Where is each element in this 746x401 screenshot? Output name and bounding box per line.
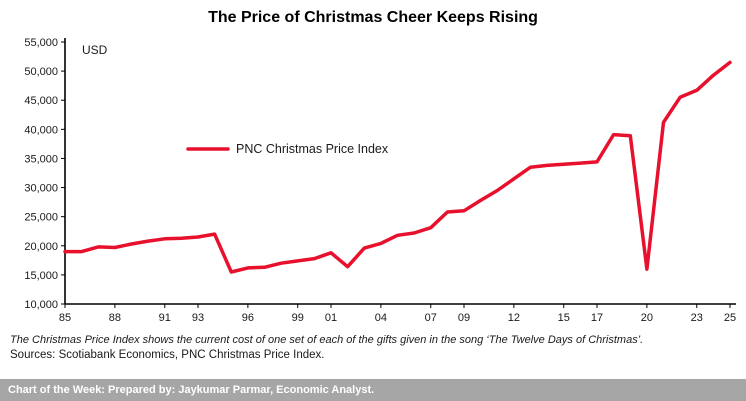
- x-axis-tick-label: 15: [558, 312, 570, 324]
- chart-title: The Price of Christmas Cheer Keeps Risin…: [208, 9, 538, 26]
- x-axis-tick-label: 07: [425, 312, 437, 324]
- x-axis-tick-label: 93: [192, 312, 204, 324]
- legend-label: PNC Christmas Price Index: [236, 142, 389, 156]
- x-axis-tick-label: 88: [109, 312, 121, 324]
- x-axis-tick-label: 96: [242, 312, 254, 324]
- x-axis-tick-label: 09: [458, 312, 470, 324]
- y-axis-unit-label: USD: [82, 43, 108, 57]
- y-axis-tick-label: 35,000: [24, 153, 58, 165]
- footer-text: Chart of the Week: Prepared by: Jaykumar…: [8, 384, 375, 396]
- footer-bar: Chart of the Week: Prepared by: Jaykumar…: [0, 379, 746, 401]
- x-axis-tick-label: 20: [641, 312, 653, 324]
- x-axis-tick-label: 04: [375, 312, 387, 324]
- x-axis-tick-label: 99: [292, 312, 304, 324]
- y-axis-tick-label: 15,000: [24, 270, 58, 282]
- y-axis-tick-label: 25,000: [24, 212, 58, 224]
- price-line: [63, 60, 732, 274]
- x-axis-tick-label: 25: [724, 312, 736, 324]
- footnote-sources: Sources: Scotiabank Economics, PNC Chris…: [10, 349, 325, 361]
- y-axis-tick-label: 30,000: [24, 183, 58, 195]
- x-axis-tick-label: 01: [325, 312, 337, 324]
- y-axis-tick-label: 45,000: [24, 95, 58, 107]
- x-axis-tick-label: 23: [691, 312, 703, 324]
- x-axis-tick-label: 91: [159, 312, 171, 324]
- footnote-definition: The Christmas Price Index shows the curr…: [10, 334, 644, 346]
- chart-canvas: 10,000 15,000 20,000 25,000 30,000 35,000 40,0…: [24, 37, 736, 324]
- y-axis-tick-label: 20,000: [24, 241, 58, 253]
- y-axis-tick-label: 50,000: [24, 66, 58, 78]
- y-axis-tick-label: 40,000: [24, 124, 58, 136]
- x-axis-tick-label: 85: [59, 312, 71, 324]
- y-axis-tick-label: 55,000: [24, 37, 58, 49]
- x-axis-tick-label: 17: [591, 312, 603, 324]
- y-axis-tick-label: 10,000: [24, 299, 58, 311]
- chart-area: 10,000 15,000 20,000 25,000 30,000 35,000 40,0…: [0, 32, 746, 332]
- x-axis-tick-label: 12: [508, 312, 520, 324]
